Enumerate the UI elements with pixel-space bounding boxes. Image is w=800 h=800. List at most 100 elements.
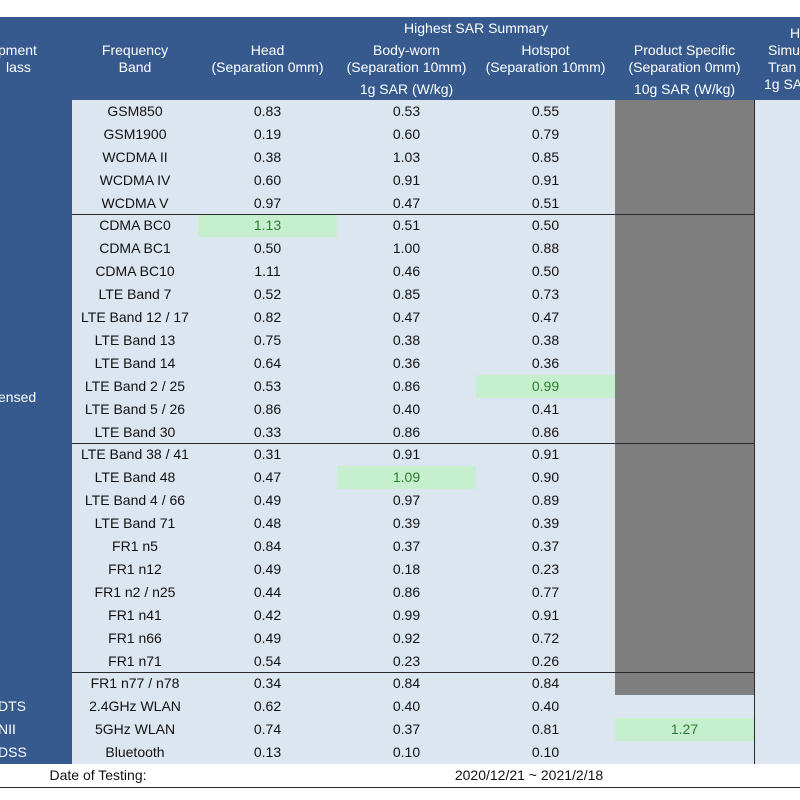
cell-text: 0.42 — [253, 606, 282, 623]
cell-text: 0.50 — [531, 217, 560, 234]
cell-text: 0.49 — [253, 629, 282, 646]
cell-text: (Separation 10mm) — [346, 59, 467, 75]
cell-text: CDMA BC0 — [99, 217, 171, 234]
value-cell: 0.38 — [476, 329, 616, 353]
cell-text: 0.51 — [392, 217, 421, 234]
band-cell: LTE Band 30 — [72, 420, 199, 445]
cell-text: LTE Band 5 / 26 — [84, 400, 186, 417]
cell-text: LTE Band 2 / 25 — [84, 377, 186, 394]
value-cell: 0.53 — [198, 374, 338, 399]
cell-text: 0.47 — [253, 469, 282, 486]
value-cell — [615, 741, 755, 766]
cell-text: 0.73 — [531, 286, 560, 303]
cell-text: 1.11 — [254, 263, 281, 280]
cell-text: 0.79 — [531, 125, 560, 142]
value-cell: 0.38 — [337, 329, 477, 353]
cell-text: 0.49 — [253, 492, 282, 509]
value-cell: 0.52 — [198, 283, 338, 308]
cell-text: 0.31 — [253, 446, 282, 463]
value-cell: 0.36 — [476, 351, 616, 376]
value-cell — [615, 306, 755, 330]
value-cell: 0.91 — [337, 168, 477, 193]
value-cell: 0.47 — [198, 466, 338, 491]
cell-text: 0.91 — [392, 446, 421, 463]
cell-text: 1g SA — [764, 75, 800, 92]
band-cell: FR1 n77 / n78 — [72, 672, 199, 697]
value-cell: 0.47 — [337, 306, 477, 330]
value-cell: 0.49 — [198, 626, 338, 651]
cell-text: 0.33 — [253, 423, 282, 440]
cell-text: 10g SAR (W/kg) — [633, 80, 736, 97]
cell-text: 0.75 — [253, 331, 282, 348]
value-cell: 0.40 — [337, 397, 477, 422]
cell-text: Body-worn — [373, 42, 440, 58]
cell-text: 0.19 — [253, 125, 282, 142]
cell-text: 0.55 — [531, 102, 560, 119]
cell-text: 0.83 — [253, 102, 282, 119]
value-cell — [615, 145, 755, 170]
cell-text: 0.39 — [392, 515, 421, 532]
value-cell: 1.11 — [198, 260, 338, 285]
value-cell — [615, 329, 755, 353]
value-cell: 0.48 — [198, 512, 338, 537]
value-cell: 0.51 — [476, 191, 616, 216]
cell-text: 0.86 — [253, 400, 282, 417]
value-cell: 0.92 — [337, 626, 477, 651]
cell-text: FR1 n66 — [108, 629, 162, 646]
cell-text: 0.23 — [531, 560, 560, 577]
group-cell: DSS — [0, 741, 73, 766]
cell-text: pment — [0, 41, 37, 58]
cell-text: 0.77 — [531, 583, 560, 600]
cell-text: 0.37 — [531, 538, 560, 555]
cell-text: H — [790, 24, 800, 41]
header-cell: Product Specific (Separation 0mm) — [615, 40, 755, 79]
cell-text: 0.84 — [531, 675, 560, 692]
value-cell: 0.81 — [476, 718, 616, 743]
value-cell — [615, 260, 755, 285]
value-cell: 1.03 — [337, 145, 477, 170]
cell-text: 0.85 — [392, 286, 421, 303]
cell-text: 2.4GHz WLAN — [89, 698, 181, 715]
cell-text: DSS — [0, 744, 27, 761]
cell-text: 0.39 — [531, 515, 560, 532]
cell-text: LTE Band 30 — [94, 423, 176, 440]
value-cell: 0.74 — [198, 718, 338, 743]
value-cell — [615, 283, 755, 308]
cell-text: 0.62 — [253, 698, 282, 715]
value-cell: 0.10 — [337, 741, 477, 766]
cell-text: Simu — [768, 41, 800, 58]
group-cell: NII — [0, 718, 73, 743]
value-cell: 0.40 — [476, 695, 616, 720]
value-cell — [615, 603, 755, 628]
value-cell: 0.41 — [476, 397, 616, 422]
value-cell: 0.26 — [476, 649, 616, 674]
cell-text: 0.64 — [253, 354, 282, 371]
cell-text: 0.72 — [531, 629, 560, 646]
band-cell: CDMA BC0 — [72, 214, 199, 239]
value-cell: 0.86 — [198, 397, 338, 422]
header-unit: 1g SAR (W/kg) — [198, 78, 616, 101]
cell-text: 0.50 — [531, 263, 560, 280]
cell-text: Date of Testing: — [49, 767, 147, 784]
cell-text: 1.00 — [392, 240, 421, 257]
band-cell: GSM1900 — [72, 122, 199, 147]
value-cell: 0.50 — [198, 237, 338, 262]
value-cell: 0.99 — [476, 374, 616, 399]
value-cell: 0.54 — [198, 649, 338, 674]
cell-text: Hotspot — [521, 42, 570, 58]
value-cell: 0.47 — [476, 306, 616, 330]
cell-text: 0.82 — [253, 309, 282, 326]
value-cell: 0.37 — [337, 535, 477, 559]
value-cell — [615, 351, 755, 376]
cell-text: 1g SAR (W/kg) — [359, 80, 454, 97]
cell-text: 0.36 — [392, 354, 421, 371]
cell-text: 0.40 — [392, 698, 421, 715]
cell-text: 0.85 — [531, 148, 560, 165]
value-cell: 0.97 — [337, 489, 477, 514]
value-cell — [615, 580, 755, 605]
cell-text: LTE Band 12 / 17 — [81, 309, 189, 326]
cell-text: (Separation 0mm) — [628, 59, 741, 75]
value-cell: 0.36 — [337, 351, 477, 376]
value-cell: 0.46 — [337, 260, 477, 285]
